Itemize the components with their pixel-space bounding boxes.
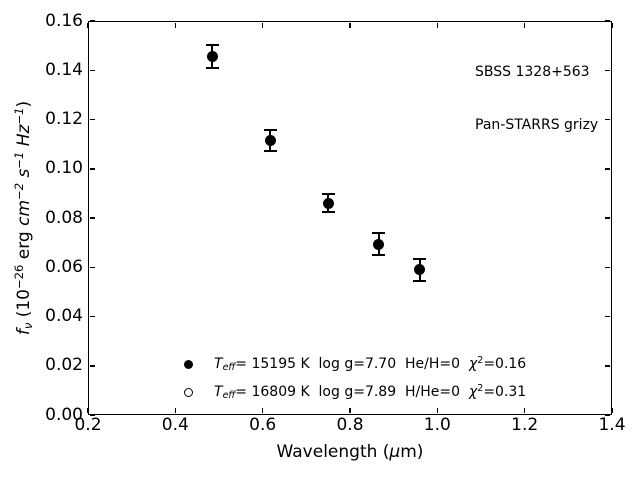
x-tick-label: 0.8 [336,415,364,435]
legend-entry-label: Teff= 15195 K log g=7.70 He/H=0 χ2=0.16 [214,354,527,374]
y-tick-mark-right [604,168,611,170]
error-bar-cap-bottom [372,254,386,256]
y-axis-label: fν (10−26 erg cm−2 s−1 Hz−1) [12,100,36,336]
x-tick-label: 0.4 [161,415,189,435]
y-tick-mark-left [89,414,96,416]
y-tick-mark-left [89,315,96,318]
x-tick-mark-bottom [87,407,89,414]
y-tick-label: 0.10 [45,158,83,179]
x-tick-label: 1.2 [511,415,539,435]
y-tick-label: 0.12 [45,109,83,129]
y-tick-mark-right [604,69,611,71]
data-point-marker [414,264,426,276]
x-tick-mark-bottom [436,407,439,414]
x-tick-label: 0.6 [249,415,277,435]
x-tick-mark-top [174,22,177,29]
legend-entry-label: Teff= 16809 K log g=7.89 H/He=0 χ2=0.31 [214,382,527,402]
legend-marker-open-circle [183,387,193,397]
y-tick-mark-right [604,118,611,121]
error-bar-cap-bottom [413,280,427,282]
x-tick-mark-top [261,22,264,29]
annotation-survey-name: Pan-STARRS grizy [475,116,599,133]
y-tick-label: 0.04 [45,306,83,326]
y-tick-mark-left [89,69,96,71]
y-tick-label: 0.16 [45,10,83,31]
plot-area [88,21,612,415]
x-tick-mark-top [523,22,526,29]
y-tick-mark-right [604,315,611,318]
x-tick-mark-bottom [349,407,351,414]
error-bar-cap-bottom [205,67,219,70]
x-tick-mark-bottom [523,407,526,414]
error-bar-cap-top [372,232,386,235]
error-bar-cap-top [413,257,427,260]
error-bar-cap-top [263,129,277,131]
y-tick-mark-left [89,168,96,170]
x-tick-mark-top [611,22,613,29]
y-tick-mark-right [604,217,611,219]
y-tick-label: 0.08 [45,207,83,228]
data-point-marker [264,135,276,147]
y-tick-mark-left [89,20,96,22]
x-tick-mark-top [436,22,439,29]
x-tick-mark-top [349,22,351,29]
y-tick-mark-right [604,266,611,268]
y-tick-label: 0.02 [45,355,83,376]
annotation-object-name: SBSS 1328+563 [475,64,590,80]
x-tick-mark-bottom [261,407,264,414]
legend-marker-filled-circle [183,359,193,369]
annotation-block: SBSS 1328+563 Pan-STARRS grizy [475,29,598,169]
error-bar-cap-bottom [263,150,277,153]
data-point-marker [206,51,218,63]
y-tick-mark-left [89,217,96,219]
y-tick-label: 0.00 [45,404,83,425]
x-tick-label: 1.4 [598,415,626,435]
y-tick-mark-right [604,414,611,416]
error-bar-cap-top [205,44,219,47]
data-point-marker [322,197,334,209]
y-tick-label: 0.14 [45,59,83,80]
x-tick-mark-top [87,22,89,29]
x-axis-label: Wavelength (μm) [276,442,424,462]
error-bar-cap-top [321,193,335,195]
y-tick-label: 0.06 [45,256,83,277]
x-tick-mark-bottom [611,407,613,414]
y-tick-mark-left [89,266,96,268]
data-point-marker [373,238,385,250]
x-tick-label: 1.0 [423,415,451,435]
y-tick-mark-left [89,118,96,121]
y-tick-mark-right [604,20,611,22]
y-tick-mark-left [89,365,96,367]
y-tick-mark-right [604,365,611,367]
x-tick-label: 0.2 [74,415,102,435]
error-bar-cap-bottom [321,211,335,214]
x-tick-mark-bottom [174,407,177,414]
